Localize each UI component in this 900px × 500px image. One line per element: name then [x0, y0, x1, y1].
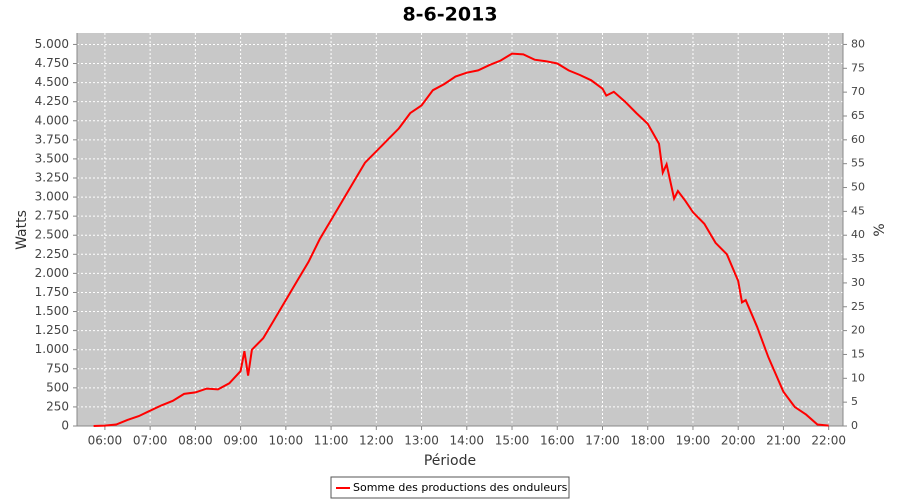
x-tick-label: 22:00	[811, 434, 846, 448]
x-tick-label: 10:00	[269, 434, 304, 448]
y-tick-label: 250	[46, 399, 69, 413]
y2-axis-label: %	[872, 223, 888, 236]
y2-tick-label: 5	[851, 395, 858, 408]
x-tick-label: 18:00	[630, 434, 665, 448]
x-tick-label: 19:00	[676, 434, 711, 448]
y2-tick-label: 80	[851, 37, 865, 50]
y-tick-label: 1.750	[35, 285, 69, 299]
legend	[330, 476, 570, 499]
y-tick-label: 4.250	[35, 94, 69, 108]
y2-tick-label: 60	[851, 133, 865, 146]
y-tick-label: 750	[46, 361, 69, 375]
x-tick-label: 07:00	[133, 434, 168, 448]
y-tick-label: 0	[61, 419, 69, 433]
y2-tick-label: 35	[851, 252, 865, 265]
y-tick-label: 2.500	[35, 228, 69, 242]
y-tick-label: 500	[46, 380, 69, 394]
y2-tick-label: 40	[851, 228, 865, 241]
y-tick-label: 5.000	[35, 37, 69, 51]
y2-tick-label: 10	[851, 371, 865, 384]
y-tick-label: 3.750	[35, 132, 69, 146]
x-tick-label: 11:00	[314, 434, 349, 448]
y-axis-label: Watts	[14, 210, 30, 250]
x-tick-label: 20:00	[721, 434, 756, 448]
x-tick-label: 08:00	[178, 434, 213, 448]
series-line	[93, 52, 829, 427]
y-tick-label: 3.000	[35, 190, 69, 204]
y2-tick-label: 50	[851, 181, 865, 194]
x-axis-label: Période	[424, 453, 476, 469]
y2-tick-label: 75	[851, 61, 865, 74]
x-tick-label: 13:00	[404, 434, 439, 448]
y-tick-label: 2.750	[35, 209, 69, 223]
x-tick-label: 15:00	[495, 434, 530, 448]
x-tick-label: 09:00	[223, 434, 258, 448]
y-tick-label: 4.750	[35, 56, 69, 70]
x-tick-label: 17:00	[585, 434, 620, 448]
plot-area	[77, 33, 843, 426]
y-tick-label: 1.500	[35, 304, 69, 318]
y-tick-label: 4.500	[35, 75, 69, 89]
y2-tick-label: 20	[851, 324, 865, 337]
x-tick-label: 06:00	[88, 434, 123, 448]
y2-tick-label: 55	[851, 157, 865, 170]
y2-tick-label: 0	[851, 419, 858, 432]
x-tick-label: 14:00	[449, 434, 484, 448]
legend-label: Somme des productions des onduleurs	[353, 481, 568, 494]
x-tick-label: 12:00	[359, 434, 394, 448]
chart-title: 8-6-2013	[402, 4, 497, 26]
y2-tick-label: 70	[851, 85, 865, 98]
y-tick-label: 4.000	[35, 113, 69, 127]
y2-tick-label: 45	[851, 204, 865, 217]
y2-tick-label: 30	[851, 276, 865, 289]
x-tick-label: 21:00	[766, 434, 801, 448]
y-tick-label: 1.250	[35, 323, 69, 337]
y2-tick-label: 25	[851, 300, 865, 313]
y-tick-label: 3.500	[35, 151, 69, 165]
y-tick-label: 2.000	[35, 266, 69, 280]
y2-tick-label: 15	[851, 347, 865, 360]
y-tick-label: 3.250	[35, 170, 69, 184]
x-tick-label: 16:00	[540, 434, 575, 448]
y-tick-label: 1.000	[35, 342, 69, 356]
y-tick-label: 2.250	[35, 247, 69, 261]
y2-tick-label: 65	[851, 109, 865, 122]
